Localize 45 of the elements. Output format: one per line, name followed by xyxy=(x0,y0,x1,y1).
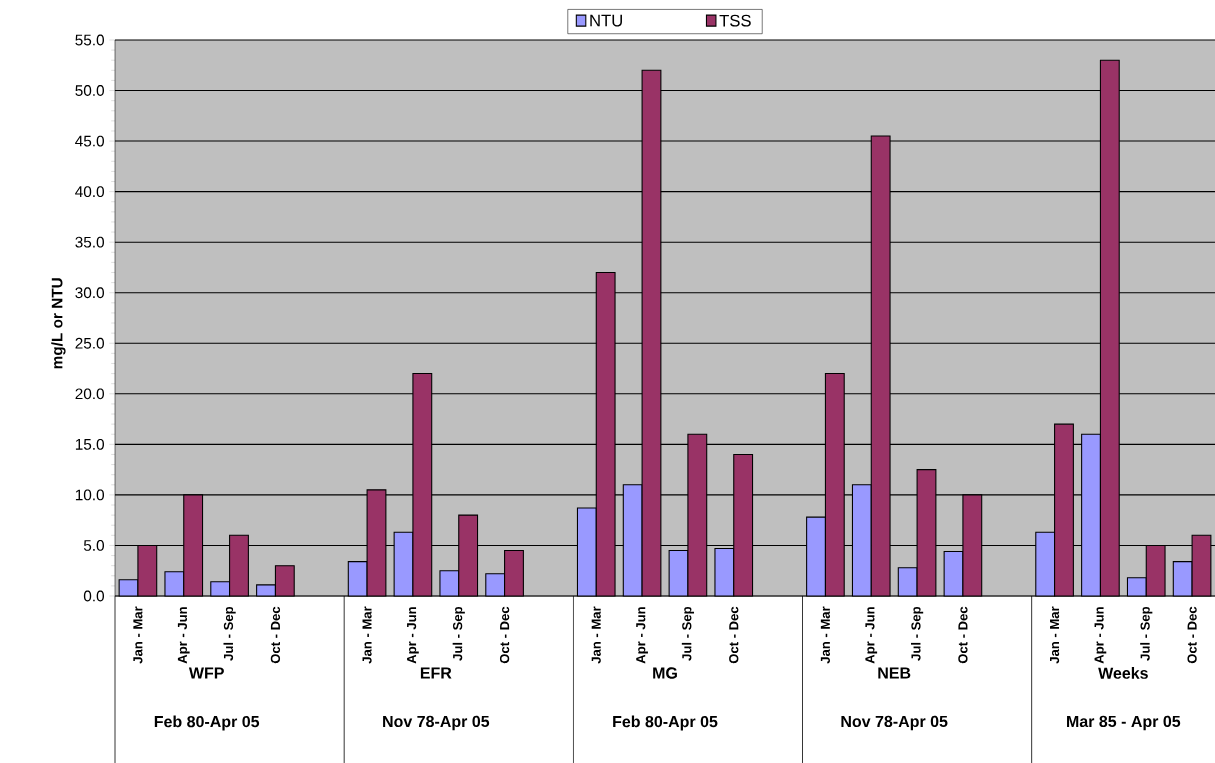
text: NEB xyxy=(878,667,911,679)
text: Feb 80-Apr 05 xyxy=(613,715,718,731)
text: WFP xyxy=(188,667,224,679)
x-tick-label: Jan - Mar xyxy=(133,606,143,664)
x-tick-label: Oct - Dec xyxy=(958,606,968,664)
y-tick-label: 0.0 xyxy=(83,590,104,602)
legend-label: TSS xyxy=(719,14,751,27)
x-tick-label: Oct - Dec xyxy=(1187,606,1197,664)
y-tick-label: 20.0 xyxy=(75,388,104,400)
x-tick-label: Oct - Dec xyxy=(729,606,739,664)
text: MG xyxy=(653,667,677,679)
x-tick-label: Oct - Dec xyxy=(270,606,281,664)
text: EFR xyxy=(420,667,452,679)
x-tick-label: Apr - Jun xyxy=(407,607,419,664)
y-tick-label: 30.0 xyxy=(75,287,104,299)
text: Nov 78-Apr 05 xyxy=(383,715,490,731)
y-tick-label: 50.0 xyxy=(75,85,104,96)
y-axis-title: mg/L or NTU xyxy=(51,278,66,369)
x-tick-label: Jan - Mar xyxy=(1050,606,1060,664)
x-tick-label: Jan - Mar xyxy=(362,606,372,664)
y-tick-label: 15.0 xyxy=(75,438,104,450)
x-tick-label: Jul - Sep xyxy=(1140,606,1153,661)
x-tick-label: Apr - Jun xyxy=(177,607,190,664)
text: Weeks xyxy=(1098,667,1148,679)
x-tick-label: Apr - Jun xyxy=(636,607,648,664)
y-tick-label: 55.0 xyxy=(75,34,104,46)
x-tick-label: Jan - Mar xyxy=(820,606,830,664)
text: Mar 85 - Apr 05 xyxy=(1067,715,1181,731)
x-tick-label: Apr - Jun xyxy=(865,607,878,664)
y-tick-label: 35.0 xyxy=(75,236,104,248)
x-tick-label: Jul - Sep xyxy=(910,606,924,661)
x-tick-label: Jul - Sep xyxy=(223,606,236,661)
y-tick-label: 45.0 xyxy=(75,135,104,147)
y-tick-label: 40.0 xyxy=(75,186,104,198)
x-tick-label: Jul - Sep xyxy=(452,606,465,661)
x-tick-label: Jan - Mar xyxy=(591,606,601,664)
y-tick-label: 10.0 xyxy=(75,489,104,501)
legend-label: NTU xyxy=(590,14,622,27)
y-tick-label: 5.0 xyxy=(83,540,104,551)
x-tick-label: Apr - Jun xyxy=(1094,607,1107,664)
text: Feb 80-Apr 05 xyxy=(154,715,260,731)
text: Nov 78-Apr 05 xyxy=(841,715,948,731)
y-tick-label: 25.0 xyxy=(75,337,104,349)
x-tick-label: Oct - Dec xyxy=(499,606,510,664)
x-tick-label: Jul - Sep xyxy=(681,606,695,661)
